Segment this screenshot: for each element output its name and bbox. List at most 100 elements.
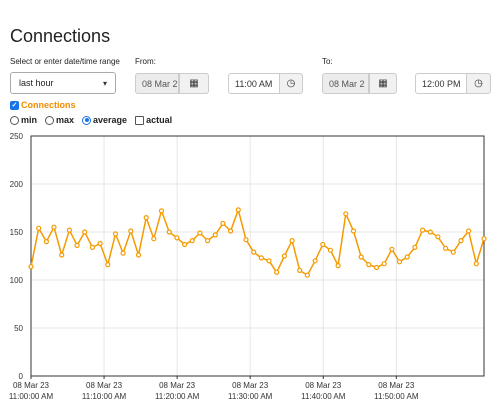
data-point [289, 238, 295, 244]
range-label: Select or enter date/time range [10, 57, 120, 66]
data-point [105, 262, 111, 268]
range-select[interactable]: last hour ▾ [10, 72, 116, 94]
x-tick-label-time: 11:30:00 AM [228, 392, 273, 401]
data-point [251, 249, 257, 255]
to-time-picker-button[interactable]: ◷ [466, 73, 491, 94]
option-average-label: average [93, 115, 128, 125]
data-point [243, 237, 249, 243]
data-point [412, 244, 418, 250]
data-point [297, 267, 303, 273]
data-point [89, 244, 96, 250]
data-point [143, 215, 149, 221]
data-point [343, 211, 349, 217]
option-min[interactable]: min [10, 115, 37, 125]
option-max[interactable]: max [45, 115, 74, 125]
data-point [258, 255, 264, 261]
radio-icon [45, 115, 55, 125]
data-point [481, 236, 487, 242]
data-point [158, 208, 165, 214]
x-tick-label-date: 08 Mar 23 [86, 381, 123, 390]
data-point [212, 232, 218, 238]
series-toggle-label: Connections [21, 100, 76, 110]
plot-border [30, 135, 485, 377]
option-actual[interactable]: actual [135, 115, 172, 125]
option-average[interactable]: average [82, 115, 127, 125]
from-label: From: [135, 57, 156, 66]
data-point [358, 254, 364, 260]
data-point [266, 258, 272, 264]
data-point [320, 241, 326, 248]
data-point [82, 229, 88, 235]
x-tick-label-time: 11:10:00 AM [82, 392, 127, 401]
data-point [135, 252, 142, 258]
series-line-connections [30, 207, 485, 277]
from-date-picker-button[interactable]: ▦ [179, 73, 209, 94]
data-point [473, 261, 479, 267]
data-point [420, 227, 426, 233]
y-tick-label: 50 [14, 324, 23, 333]
data-point [435, 234, 441, 240]
data-point [189, 238, 195, 244]
data-point [74, 242, 80, 248]
checkbox-icon [135, 115, 145, 125]
y-tick-label: 250 [10, 132, 24, 141]
range-select-value: last hour [19, 78, 54, 88]
data-point [327, 247, 333, 253]
from-date-input[interactable]: 08 Mar 2 [135, 73, 179, 94]
x-tick-label-time: 11:40:00 AM [301, 392, 346, 401]
x-tick-label-time: 11:20:00 AM [155, 392, 200, 401]
radio-icon [10, 115, 19, 125]
from-time-input[interactable]: 11:00 AM [228, 73, 280, 94]
data-point [404, 254, 410, 260]
calendar-grid-icon: ▦ [189, 78, 199, 89]
data-point [43, 239, 50, 245]
checkbox-checked-icon: ✓ [10, 100, 19, 110]
x-tick-label-date: 08 Mar 23 [378, 381, 415, 390]
data-point [151, 236, 157, 242]
data-point [51, 224, 57, 230]
data-point [381, 261, 387, 267]
y-tick-label: 100 [10, 276, 24, 285]
data-point [174, 235, 180, 241]
y-tick-label: 150 [10, 228, 24, 237]
data-point [396, 259, 403, 265]
data-point [312, 258, 318, 264]
data-point [458, 238, 464, 244]
from-time-picker-button[interactable]: ◷ [279, 73, 303, 94]
data-point [128, 228, 134, 234]
clock-icon: ◷ [286, 78, 296, 89]
data-point [205, 238, 211, 244]
data-point [366, 262, 372, 268]
data-point [97, 240, 103, 247]
to-date-input[interactable]: 08 Mar 2 [322, 73, 369, 94]
data-point [166, 229, 172, 235]
data-point [450, 249, 456, 255]
data-point [335, 263, 341, 269]
chevron-down-icon: ▾ [102, 78, 107, 88]
data-point [197, 230, 203, 236]
data-point [350, 228, 357, 234]
y-tick-label: 200 [10, 180, 24, 189]
x-tick-label-date: 08 Mar 23 [232, 381, 269, 390]
data-point [389, 246, 395, 252]
plot-area [30, 135, 485, 377]
aggregation-options: min max average actual [10, 115, 180, 125]
radio-selected-icon [82, 115, 92, 125]
data-point [112, 231, 119, 237]
data-point [28, 264, 34, 270]
clock-icon: ◷ [474, 78, 483, 89]
data-point [235, 207, 241, 213]
x-tick-label-time: 11:50:00 AM [374, 392, 419, 401]
to-time-input[interactable]: 12:00 PM [415, 73, 467, 94]
to-date-picker-button[interactable]: ▦ [369, 73, 397, 94]
option-actual-label: actual [146, 115, 173, 125]
data-point [304, 272, 310, 278]
data-point [373, 264, 380, 271]
data-point [59, 252, 65, 258]
series-toggle[interactable]: ✓ Connections [10, 100, 76, 110]
x-tick-label-date: 08 Mar 23 [305, 381, 342, 390]
data-point [427, 229, 433, 235]
x-tick-label-time: 11:00:00 AM [9, 392, 54, 401]
data-point [220, 220, 226, 226]
page-title: Connections [10, 26, 111, 46]
